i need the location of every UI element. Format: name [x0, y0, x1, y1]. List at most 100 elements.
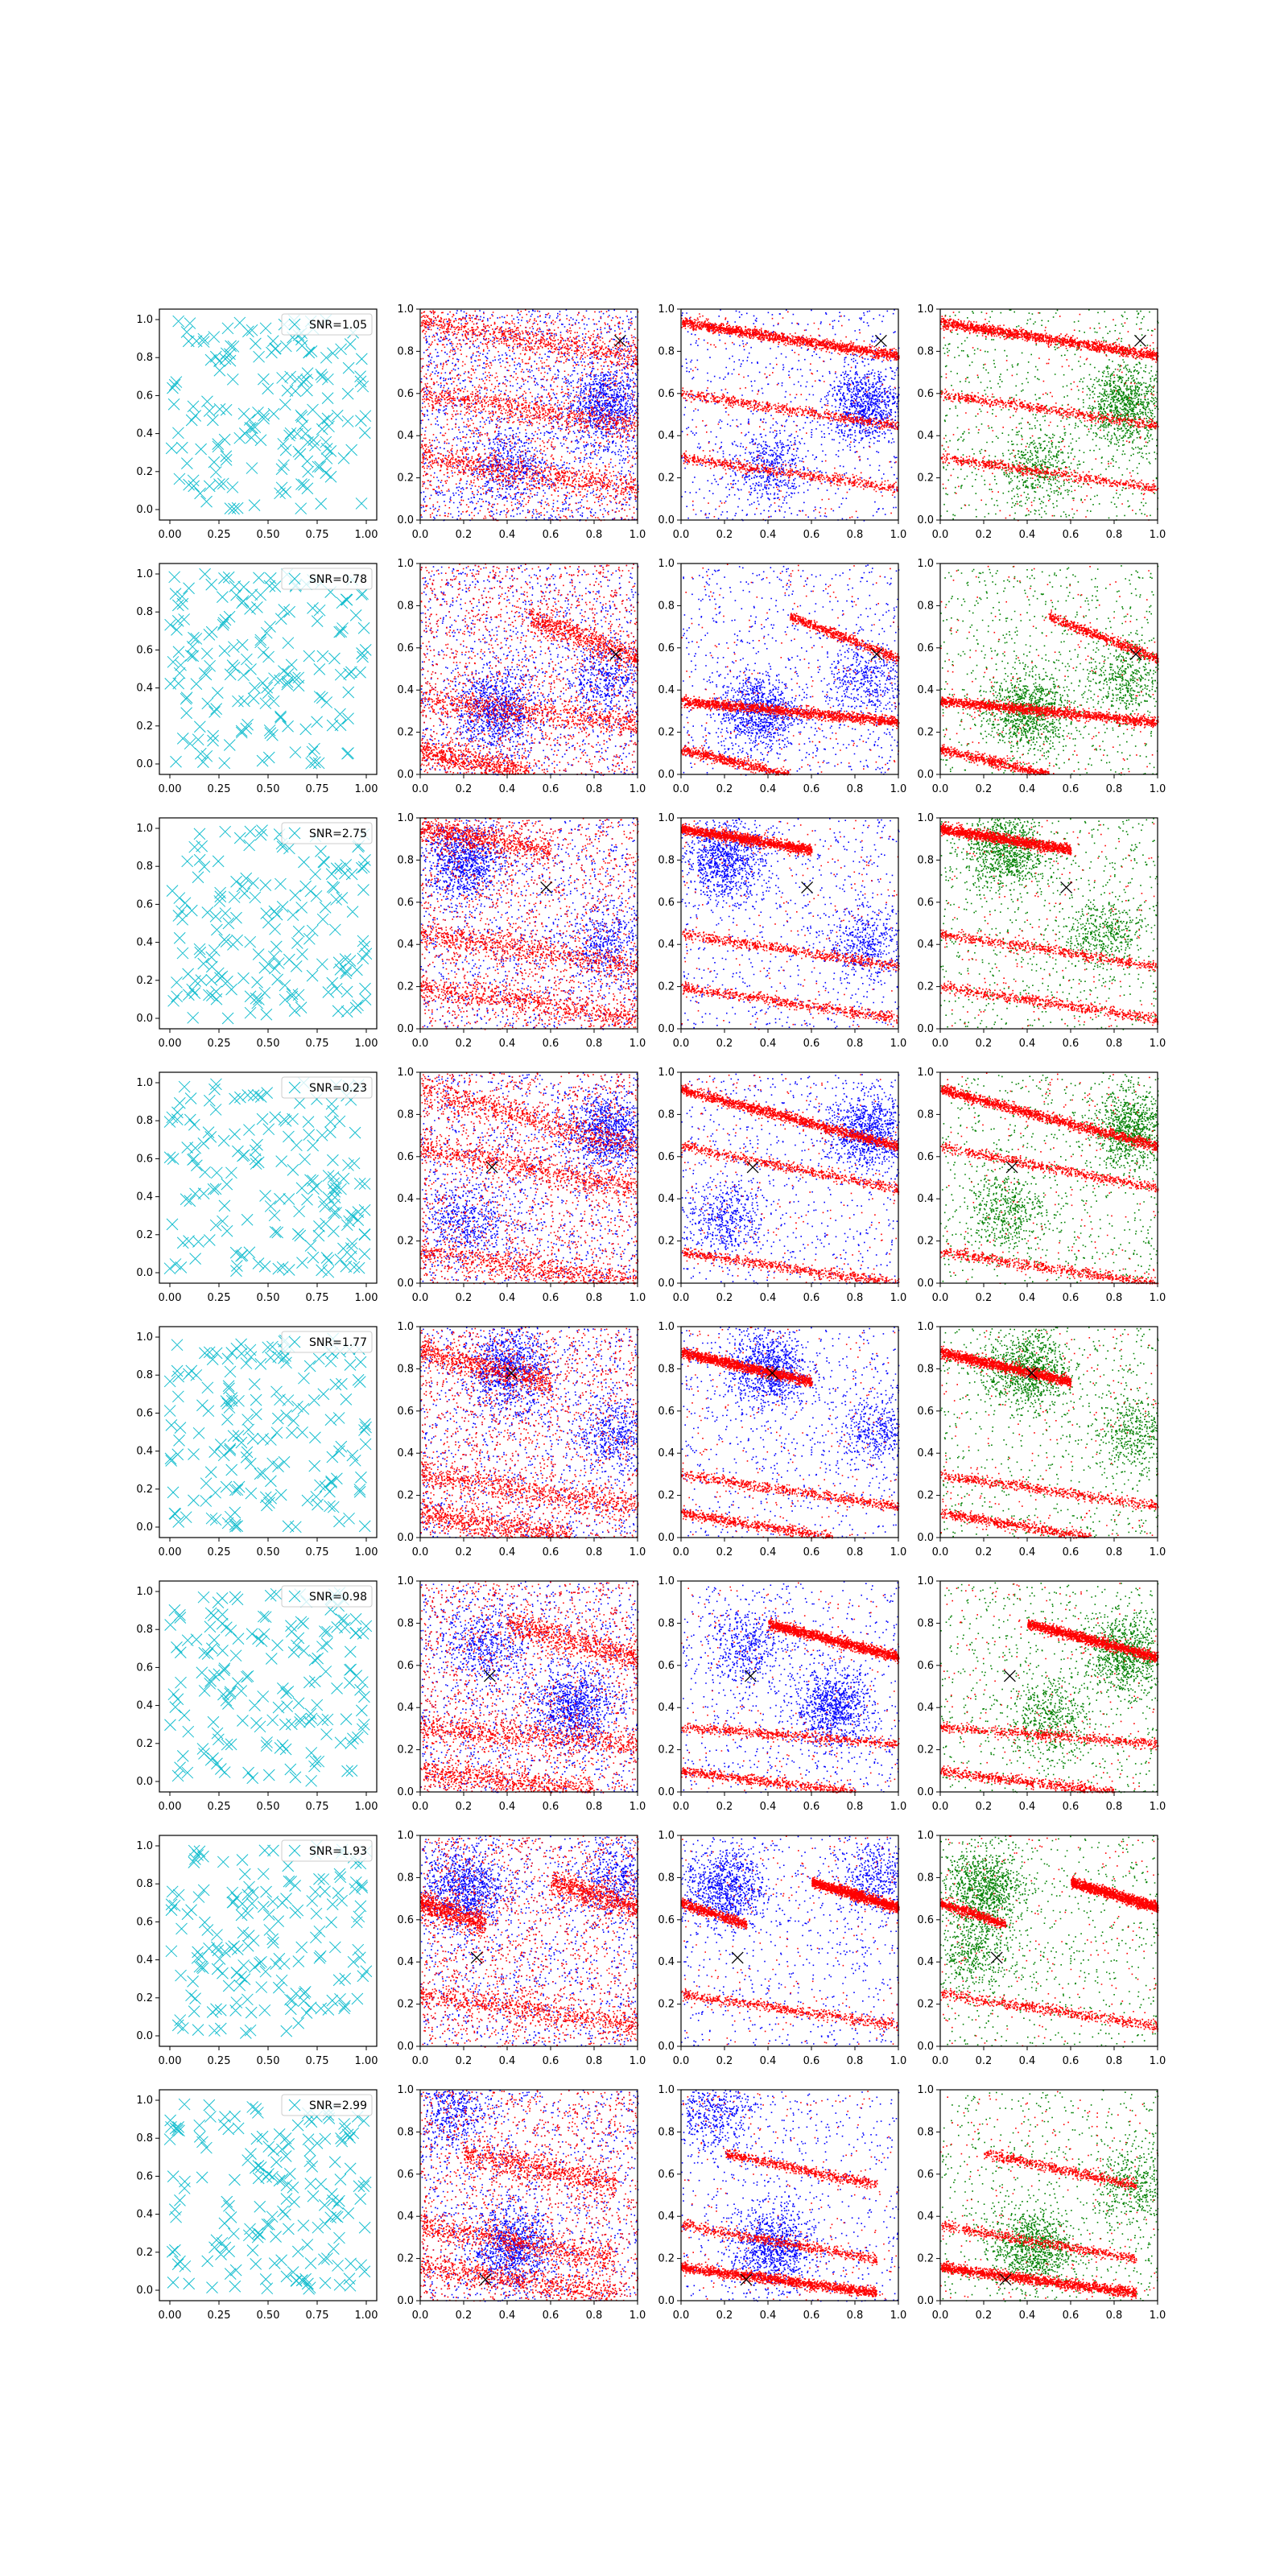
- axes-frame: [939, 1580, 1158, 1793]
- axes-frame: [419, 563, 638, 775]
- x-tick-label: 0.4: [760, 529, 777, 541]
- legend: SNR=1.77: [281, 1331, 373, 1353]
- x-tick-label: 0.8: [847, 1292, 864, 1304]
- x-tick-label: 0.50: [257, 529, 280, 541]
- legend: SNR=2.75: [281, 822, 373, 844]
- y-tick-label: 0.0: [397, 2295, 414, 2307]
- axes-r5-c3: 0.0 0.2 0.4 0.6 0.8 1.0 0.0 0.2 0.4 0.6 0.8 1.0: [917, 1575, 1166, 1813]
- x-tick-label: 0.8: [1106, 1038, 1123, 1050]
- x-tick-label: 0.8: [847, 1546, 864, 1558]
- y-tick-label: 0.4: [136, 937, 153, 949]
- x-tick-label: 0.2: [976, 2310, 993, 2322]
- x-tick-label: 0.4: [1019, 1546, 1036, 1558]
- x-tick-label: 0.4: [1019, 2055, 1036, 2067]
- y-tick-label: 0.2: [136, 1992, 153, 2004]
- cyan-marker-points: [163, 1076, 371, 1278]
- y-tick-label: 1.0: [397, 1830, 414, 1842]
- axes-r7-c0: 0.00 0.25 0.50 0.75 1.00 0.0 0.2 0.4 0.6 0.8 1.0: [136, 2089, 378, 2322]
- x-tick-label: 0.8: [847, 529, 864, 541]
- y-tick-label: 0.6: [397, 1406, 414, 1418]
- x-tick-label: 1.0: [630, 1546, 646, 1558]
- y-tick-label: 0.8: [917, 854, 934, 866]
- y-tick-label: 0.2: [917, 1236, 934, 1248]
- red-points: [681, 1835, 900, 2046]
- y-tick-label: 0.2: [917, 1999, 934, 2011]
- x-tick-label: 0.6: [1063, 1292, 1080, 1304]
- x-tick-label: 0.4: [760, 2055, 777, 2067]
- y-tick-label: 0.0: [397, 2041, 414, 2053]
- x-tick-label: 0.2: [716, 2310, 733, 2322]
- y-tick-label: 1.0: [136, 1840, 153, 1852]
- y-tick-label: 1.0: [658, 812, 675, 824]
- red-points: [940, 1072, 1159, 1285]
- axes-frame: [159, 1835, 378, 2047]
- legend-snr-label: SNR=0.98: [309, 1591, 367, 1604]
- y-tick-label: 0.8: [397, 1108, 414, 1121]
- y-tick-label: 0.6: [658, 897, 675, 909]
- red-points: [681, 311, 900, 521]
- axes-frame: [419, 1071, 638, 1284]
- x-tick-label: 0.75: [306, 529, 329, 541]
- legend-marker-icon: [288, 1590, 301, 1603]
- axes-r6-c3: 0.0 0.2 0.4 0.6 0.8 1.0 0.0 0.2 0.4 0.6 0.8 1.0: [917, 1830, 1166, 2067]
- x-tick-label: 0.75: [306, 1801, 329, 1813]
- x-tick-label: 0.2: [976, 529, 993, 541]
- x-tick-label: 1.0: [890, 1801, 907, 1813]
- y-tick-label: 0.6: [136, 1916, 153, 1928]
- axes-r1-c3: 0.0 0.2 0.4 0.6 0.8 1.0 0.0 0.2 0.4 0.6 0.8 1.0: [917, 558, 1166, 795]
- axes-frame: [939, 308, 1158, 521]
- y-tick-label: 0.0: [136, 2030, 153, 2042]
- legend-marker-icon: [288, 1335, 301, 1348]
- y-tick-label: 0.0: [397, 1532, 414, 1544]
- y-tick-label: 0.6: [658, 2169, 675, 2181]
- x-tick-label: 0.8: [586, 529, 603, 541]
- y-tick-label: 0.0: [658, 1278, 675, 1290]
- x-tick-label: 0.6: [803, 783, 820, 795]
- x-tick-label: 0.2: [456, 529, 473, 541]
- axes-frame: [419, 817, 638, 1030]
- x-tick-label: 1.0: [890, 783, 907, 795]
- x-tick-label: 0.00: [159, 1801, 182, 1813]
- x-tick-label: 0.8: [586, 2055, 603, 2067]
- x-tick-label: 0.00: [159, 2310, 182, 2322]
- x-tick-label: 0.50: [257, 783, 280, 795]
- x-tick-label: 0.8: [586, 783, 603, 795]
- y-tick-label: 0.0: [136, 2285, 153, 2297]
- legend-frame: [281, 1585, 373, 1608]
- y-tick-label: 0.0: [397, 1023, 414, 1035]
- x-tick-label: 0.75: [306, 2310, 329, 2322]
- legend-frame: [281, 822, 373, 844]
- legend-marker-icon: [288, 1081, 301, 1094]
- x-tick-label: 0.0: [412, 1292, 429, 1304]
- true-location-marker: [1005, 1161, 1018, 1174]
- x-tick-label: 1.00: [355, 1292, 378, 1304]
- y-tick-label: 0.4: [658, 1447, 675, 1459]
- y-tick-label: 0.6: [397, 388, 414, 400]
- x-tick-label: 0.8: [586, 2310, 603, 2322]
- x-tick-label: 0.25: [208, 783, 231, 795]
- y-tick-label: 0.4: [136, 1446, 153, 1458]
- y-tick-label: 0.4: [397, 1956, 414, 1968]
- x-tick-label: 0.4: [760, 1292, 777, 1304]
- y-tick-label: 0.4: [917, 1193, 934, 1205]
- x-tick-label: 1.0: [890, 529, 907, 541]
- x-tick-label: 0.0: [412, 2310, 429, 2322]
- axes-frame: [680, 308, 899, 521]
- y-tick-label: 0.0: [917, 2295, 934, 2307]
- x-tick-label: 0.0: [673, 2055, 690, 2067]
- y-tick-label: 1.0: [658, 1830, 675, 1842]
- y-tick-label: 1.0: [658, 1575, 675, 1587]
- blue-points: [420, 1327, 639, 1539]
- blue-points: [420, 1835, 639, 2048]
- blue-points: [681, 309, 900, 522]
- true-location-marker: [746, 1161, 759, 1174]
- x-tick-label: 0.4: [1019, 2310, 1036, 2322]
- y-tick-label: 0.2: [658, 1236, 675, 1248]
- x-tick-label: 1.0: [630, 1038, 646, 1050]
- x-tick-label: 1.0: [890, 2055, 907, 2067]
- true-location-marker: [801, 881, 814, 894]
- red-points: [940, 1583, 1159, 1794]
- y-tick-label: 0.8: [136, 1624, 153, 1636]
- x-tick-label: 0.4: [499, 1546, 516, 1558]
- x-tick-label: 0.4: [499, 1801, 516, 1813]
